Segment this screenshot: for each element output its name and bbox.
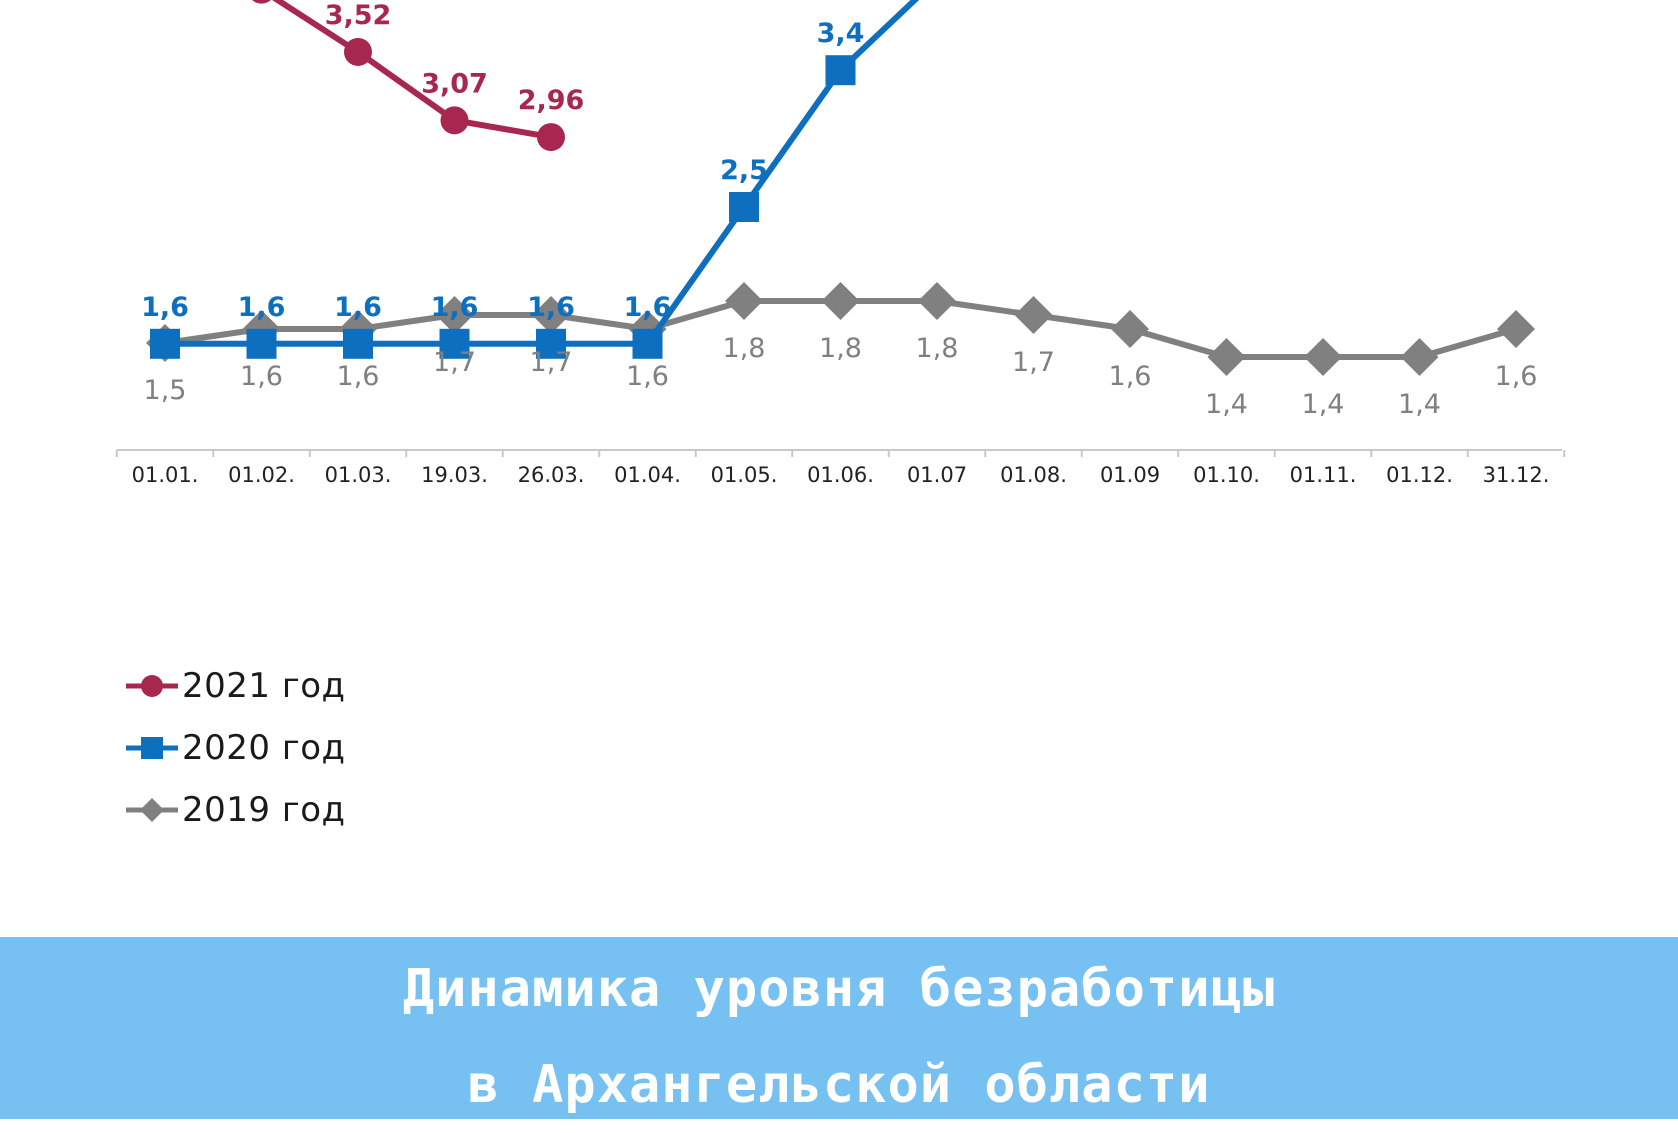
x-tick-label: 01.09 (1100, 463, 1160, 487)
series-2019-data-label: 1,6 (337, 361, 380, 392)
series-2019-point (435, 296, 474, 334)
series-2019-point (821, 282, 860, 320)
series-2019-data-label: 1,4 (1398, 389, 1441, 420)
series-2019-data-label: 1,7 (433, 347, 476, 378)
unemployment-line-chart: 01.01. 01.02. 01.03. 19.03. 26.03. 01.04. 01.0… (115, 0, 1566, 487)
series-2019-point (1014, 296, 1053, 334)
series-2020-point (729, 192, 759, 222)
series-2019-data-label: 1,6 (1495, 361, 1538, 392)
series-2021-data-label: 3,07 (421, 68, 488, 99)
series-2019-point (1497, 310, 1535, 348)
x-tick-label: 01.08. (1000, 463, 1067, 487)
series-2019-data-label: 1,7 (530, 347, 573, 378)
series-2020-point (246, 328, 277, 359)
x-tick-label: 01.07 (907, 463, 967, 487)
series-2021-point (252, 0, 271, 4)
series-2019-point (1304, 338, 1342, 376)
series-2020-data-label: 1,6 (141, 292, 189, 323)
x-tick-label: 01.02. (228, 463, 295, 487)
x-tick-label: 01.10. (1193, 463, 1260, 487)
series-2019-point (1400, 338, 1439, 376)
series-2020-point (150, 328, 180, 359)
series-2019-data-label: 1,6 (240, 361, 283, 392)
legend-label: 2020 год (182, 728, 346, 768)
series-2020-data-label: 1,6 (527, 292, 575, 323)
series-2019-data-label: 1,4 (1302, 389, 1345, 420)
series-2020-point (825, 55, 856, 86)
x-tick-label: 19.03. (421, 463, 488, 487)
legend-swatch-diamond-icon (126, 795, 178, 825)
legend-label: 2019 год (182, 790, 346, 830)
legend-item-2020: 2020 год (126, 717, 346, 779)
x-tick-label: 01.04. (614, 463, 681, 487)
series-2019-point (725, 282, 763, 320)
series-2020-data-label: 2,5 (720, 155, 768, 186)
series-2019-point (532, 296, 570, 334)
chart-legend: 2021 год 2020 год 2019 год (126, 655, 346, 841)
series-2021-data-label: 2,96 (518, 85, 585, 116)
series-2019-data-label: 1,5 (144, 375, 187, 406)
series-2019-data-label: 1,8 (819, 333, 862, 364)
series-2021-data-label: 3,52 (325, 0, 392, 31)
x-tick-label: 01.05. (711, 463, 778, 487)
legend-item-2019: 2019 год (126, 779, 346, 841)
banner-title-line-1: Динамика уровня безработицы (402, 959, 1276, 1019)
legend-item-2021: 2021 год (126, 655, 346, 717)
series-2019-point (1207, 338, 1246, 376)
series-2020-point (632, 328, 663, 359)
series-2019-data-label: 1,6 (1109, 361, 1152, 392)
series-2020-data-label: 1,6 (624, 292, 672, 323)
series-2020-point (536, 328, 566, 359)
series-2020-point (439, 328, 470, 359)
series-2019-data-label: 1,8 (723, 333, 766, 364)
x-tick-label: 01.12. (1386, 463, 1453, 487)
x-tick-label: 01.03. (325, 463, 392, 487)
series-2019-data-label: 1,8 (916, 333, 959, 364)
x-tick-label: 31.12. (1483, 463, 1550, 487)
series-2019-point (1111, 310, 1149, 348)
legend-swatch-square-icon (126, 733, 178, 763)
legend-swatch-circle-icon (126, 671, 178, 701)
x-tick-label: 01.06. (807, 463, 874, 487)
series-2019-point (918, 282, 956, 320)
series-2019-data-label: 1,7 (1012, 347, 1055, 378)
series-2021-point (537, 123, 565, 152)
series-2019-data-label: 1,6 (626, 361, 669, 392)
x-tick-label: 01.01. (132, 463, 199, 487)
series-2021-point (440, 106, 469, 135)
banner-title-line-2: в Архангельской области (467, 1055, 1211, 1115)
series-2020-data-label: 1,6 (238, 292, 286, 323)
series-2020-data-label: 1,6 (431, 292, 479, 323)
caption-banner: Динамика уровня безработицы в Архангельс… (0, 937, 1678, 1119)
series-2020-data-label: 1,6 (334, 292, 382, 323)
series-2020-data-label: 3,4 (817, 18, 865, 49)
x-tick-label: 01.11. (1290, 463, 1357, 487)
series-2021-point (344, 37, 372, 66)
series-2019-data-label: 1,4 (1205, 389, 1248, 420)
series-2020-point (343, 328, 373, 359)
legend-label: 2021 год (182, 666, 346, 706)
x-tick-label: 26.03. (518, 463, 585, 487)
